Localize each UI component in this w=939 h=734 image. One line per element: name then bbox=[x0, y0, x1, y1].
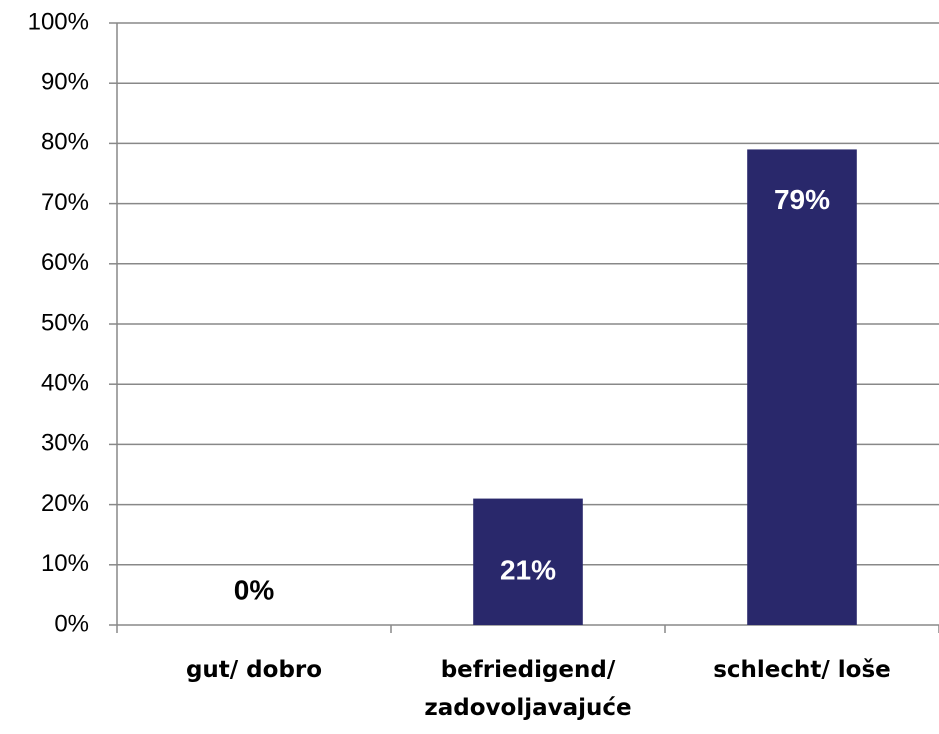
x-tick-label: befriedigend/ zadovoljavajuće bbox=[424, 657, 632, 721]
y-tick-label: 40% bbox=[41, 370, 89, 397]
x-tick-label: gut/ dobro bbox=[185, 657, 323, 683]
x-tick-label: schlecht/ loše bbox=[713, 657, 891, 683]
y-tick-label: 20% bbox=[41, 490, 89, 517]
y-tick-label: 60% bbox=[41, 249, 89, 276]
y-tick-label: 30% bbox=[41, 430, 89, 457]
y-tick-label: 70% bbox=[41, 189, 89, 216]
data-label: 0% bbox=[234, 574, 275, 605]
data-label: 79% bbox=[774, 184, 830, 215]
y-tick-label: 100% bbox=[28, 8, 89, 35]
y-tick-label: 0% bbox=[54, 610, 89, 637]
data-label: 21% bbox=[500, 554, 556, 585]
y-tick-label: 90% bbox=[41, 69, 89, 96]
y-tick-label: 80% bbox=[41, 129, 89, 156]
y-tick-label: 50% bbox=[41, 309, 89, 336]
y-tick-label: 10% bbox=[41, 550, 89, 577]
bar bbox=[473, 498, 583, 625]
bar bbox=[747, 149, 857, 626]
